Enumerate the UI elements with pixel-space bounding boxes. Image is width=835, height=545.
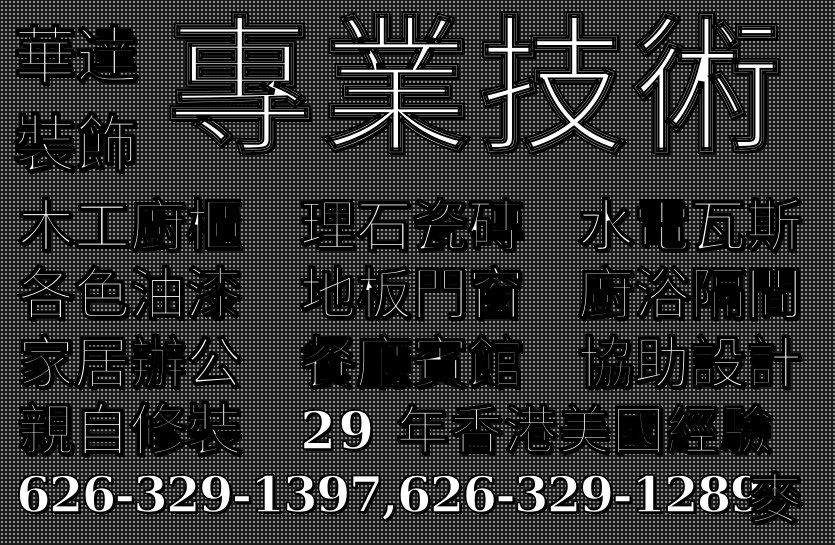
service-marble-tile: 理石瓷磚 (299, 195, 525, 260)
service-plumbing-electric-gas: 水電瓦斯 (577, 195, 803, 260)
service-painting: 各色油漆 (17, 263, 243, 328)
service-kitchen-bath-partitions: 廚浴隔間 (577, 263, 803, 328)
brand-name-line-1: 華達 (13, 20, 139, 93)
personal-installation: 親自修裝 (17, 399, 243, 464)
experience-tagline: 29 年香港美國經驗 (299, 401, 775, 462)
brand-name-line-2: 裝飾 (13, 108, 139, 181)
service-restaurant-hotel: 餐廳賓館 (299, 332, 525, 397)
service-design-assistance: 協助設計 (577, 332, 803, 397)
phone-numbers: 626-329-1397,626-329-1289 (15, 465, 765, 524)
contact-surname: 麥 (747, 467, 803, 531)
service-carpentry-cabinets: 木工廚櫃 (17, 195, 243, 260)
service-home-office: 家居辦公 (17, 332, 243, 397)
service-floors-doors-windows: 地板門窗 (299, 263, 525, 328)
headline: 專業技術 (165, 2, 790, 174)
